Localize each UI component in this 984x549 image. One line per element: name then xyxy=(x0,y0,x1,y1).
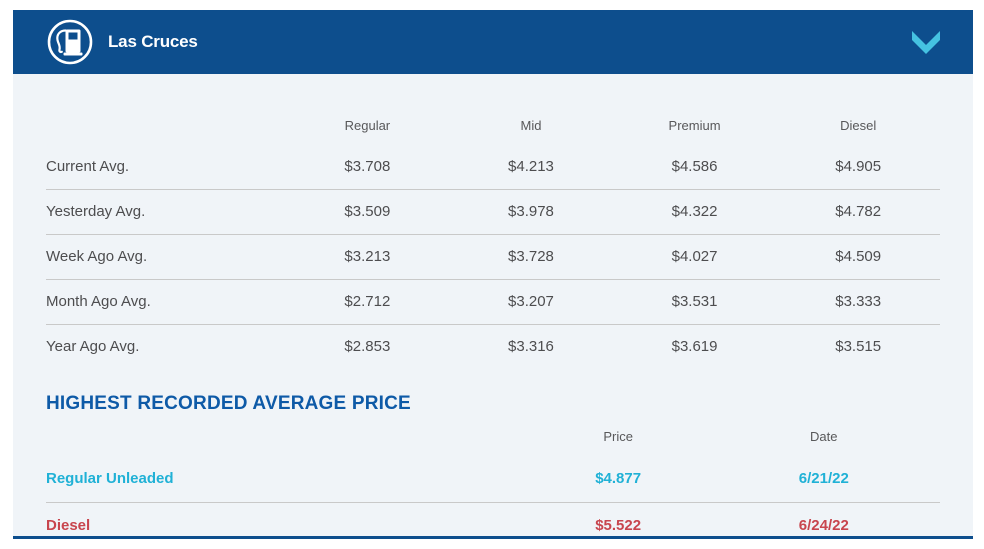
table-row-month-ago-avg: Month Ago Avg. $2.712 $3.207 $3.531 $3.3… xyxy=(46,280,940,325)
gas-price-card: Las Cruces Regular Mid Premium Diesel xyxy=(13,10,973,539)
price-cell: $4.027 xyxy=(613,235,777,280)
highest-price-cell: $5.522 xyxy=(529,503,708,549)
row-label: Yesterday Avg. xyxy=(46,190,286,235)
price-cell: $3.509 xyxy=(286,190,450,235)
table-row-diesel: Diesel $5.522 6/24/22 xyxy=(46,503,940,549)
table-row-year-ago-avg: Year Ago Avg. $2.853 $3.316 $3.619 $3.51… xyxy=(46,325,940,370)
column-header-diesel: Diesel xyxy=(776,90,940,145)
column-header-premium: Premium xyxy=(613,90,777,145)
row-label: Current Avg. xyxy=(46,145,286,190)
column-header-row: Regular Mid Premium Diesel xyxy=(46,90,940,145)
price-cell: $4.905 xyxy=(776,145,940,190)
average-price-table: Regular Mid Premium Diesel Current Avg. … xyxy=(46,90,940,369)
gas-pump-icon xyxy=(46,18,94,66)
row-label: Year Ago Avg. xyxy=(46,325,286,370)
row-label: Diesel xyxy=(46,503,529,549)
highest-header-row: Price Date xyxy=(46,415,940,456)
price-cell: $4.782 xyxy=(776,190,940,235)
price-cell: $3.333 xyxy=(776,280,940,325)
price-cell: $4.586 xyxy=(613,145,777,190)
column-header-blank xyxy=(46,415,529,456)
row-label: Regular Unleaded xyxy=(46,456,529,503)
price-cell: $3.207 xyxy=(449,280,613,325)
price-cell: $3.978 xyxy=(449,190,613,235)
price-cell: $4.213 xyxy=(449,145,613,190)
table-row-current-avg: Current Avg. $3.708 $4.213 $4.586 $4.905 xyxy=(46,145,940,190)
city-title: Las Cruces xyxy=(108,32,198,52)
price-cell: $3.708 xyxy=(286,145,450,190)
highest-price-cell: $4.877 xyxy=(529,456,708,503)
price-cell: $3.619 xyxy=(613,325,777,370)
price-cell: $3.515 xyxy=(776,325,940,370)
card-header-accordion[interactable]: Las Cruces xyxy=(13,10,973,74)
price-cell: $4.509 xyxy=(776,235,940,280)
price-cell: $2.712 xyxy=(286,280,450,325)
price-cell: $3.531 xyxy=(613,280,777,325)
highest-date-cell: 6/24/22 xyxy=(708,503,940,549)
price-cell: $2.853 xyxy=(286,325,450,370)
column-header-date: Date xyxy=(708,415,940,456)
highest-recorded-title: HIGHEST RECORDED AVERAGE PRICE xyxy=(46,393,940,415)
table-row-week-ago-avg: Week Ago Avg. $3.213 $3.728 $4.027 $4.50… xyxy=(46,235,940,280)
highest-date-cell: 6/21/22 xyxy=(708,456,940,503)
table-row-yesterday-avg: Yesterday Avg. $3.509 $3.978 $4.322 $4.7… xyxy=(46,190,940,235)
chevron-down-icon[interactable] xyxy=(907,27,945,57)
table-row-regular-unleaded: Regular Unleaded $4.877 6/21/22 xyxy=(46,456,940,503)
column-header-regular: Regular xyxy=(286,90,450,145)
price-cell: $3.213 xyxy=(286,235,450,280)
row-label: Month Ago Avg. xyxy=(46,280,286,325)
price-cell: $3.316 xyxy=(449,325,613,370)
price-cell: $4.322 xyxy=(613,190,777,235)
price-cell: $3.728 xyxy=(449,235,613,280)
column-header-mid: Mid xyxy=(449,90,613,145)
card-body: Regular Mid Premium Diesel Current Avg. … xyxy=(13,74,973,549)
column-header-price: Price xyxy=(529,415,708,456)
column-header-blank xyxy=(46,90,286,145)
highest-recorded-table: Price Date Regular Unleaded $4.877 6/21/… xyxy=(46,415,940,549)
row-label: Week Ago Avg. xyxy=(46,235,286,280)
